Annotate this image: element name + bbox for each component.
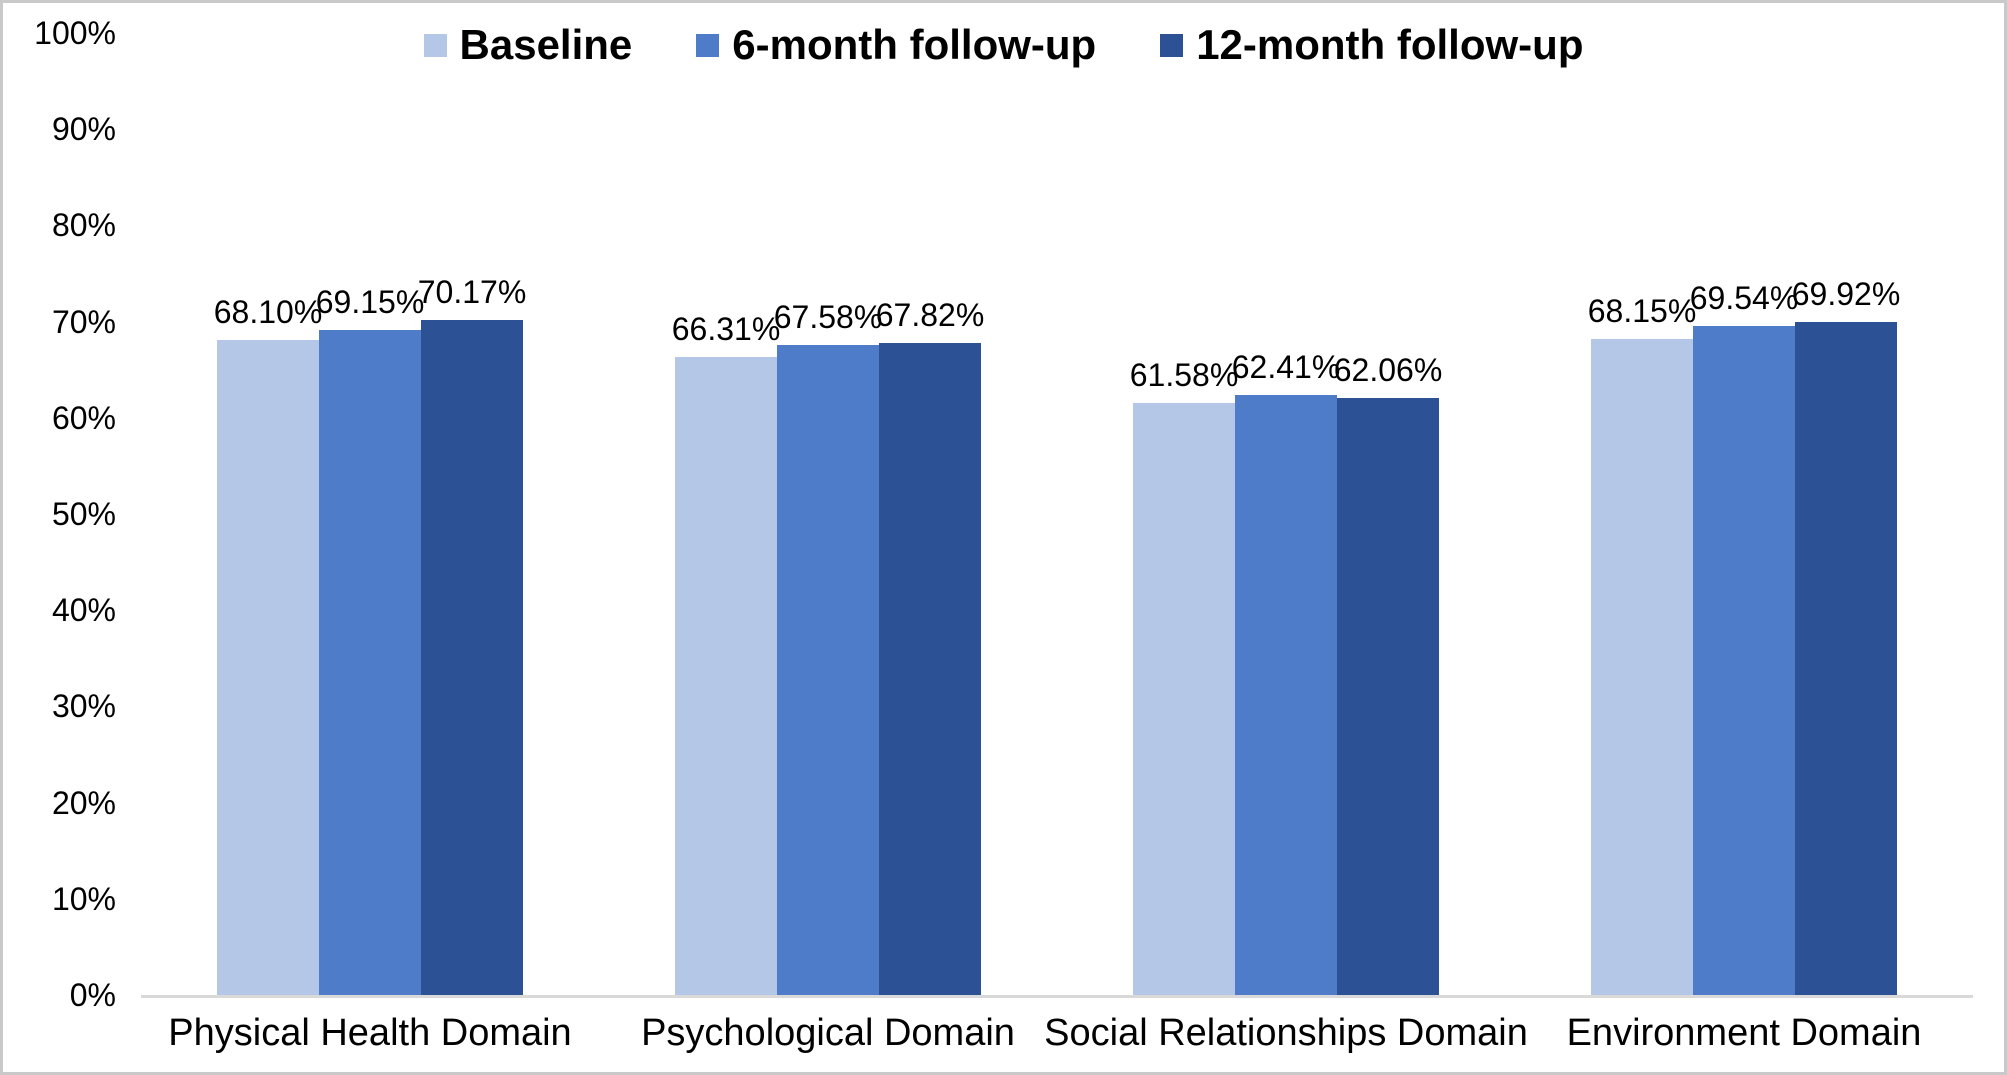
bar-value-label: 68.10% <box>213 293 323 330</box>
y-axis-tick-label: 20% <box>51 784 116 821</box>
chart-legend: Baseline 6-month follow-up 12-month follow… <box>3 15 2004 75</box>
y-axis-tick-label: 50% <box>51 496 116 532</box>
bar-value-label: 62.41% <box>1231 348 1341 385</box>
legend-label: 6-month follow-up <box>732 21 1097 68</box>
y-axis-tick-label: 70% <box>51 303 116 340</box>
bar-6-month-follow-up-cat1 <box>319 329 421 995</box>
legend-label: Baseline <box>459 21 633 68</box>
legend-item-2: 6-month follow-up <box>696 24 1096 66</box>
bar-value-label: 70.17% <box>417 273 527 310</box>
bar-6-month-follow-up-cat2 <box>777 344 879 995</box>
x-axis-line <box>141 995 1973 998</box>
y-axis-tick-label: 30% <box>51 688 116 725</box>
legend-swatch-icon <box>696 33 720 57</box>
legend-label: 12-month follow-up <box>1196 21 1584 68</box>
bar-value-label: 68.15% <box>1587 293 1697 330</box>
x-axis-category-label: Physical Health Domain <box>168 1012 572 1054</box>
bar-12-month-follow-up-cat3 <box>1337 397 1439 995</box>
legend-swatch-icon <box>423 33 447 57</box>
bar-12-month-follow-up-cat2 <box>879 342 981 995</box>
y-axis-tick-label: 100% <box>34 15 116 51</box>
y-axis-tick-label: 0% <box>69 977 116 1013</box>
bar-value-label: 67.82% <box>875 296 985 333</box>
legend-item-3: 12-month follow-up <box>1160 24 1583 66</box>
bar-12-month-follow-up-cat1 <box>421 319 523 995</box>
y-axis-tick-label: 80% <box>51 207 116 244</box>
bar-value-label: 67.58% <box>773 298 883 335</box>
legend-swatch-icon <box>1160 33 1184 57</box>
legend-item-1: Baseline <box>423 21 633 68</box>
y-axis-tick-label: 60% <box>51 399 116 436</box>
x-axis-category-label: Environment Domain <box>1566 1012 1922 1054</box>
bar-baseline-cat4 <box>1591 339 1693 995</box>
bar-value-label: 61.58% <box>1129 356 1239 393</box>
x-axis-category-label: Psychological Domain <box>641 1012 1015 1054</box>
y-axis-tick-label: 10% <box>51 880 116 917</box>
bar-baseline-cat3 <box>1133 402 1235 995</box>
bar-value-label: 69.92% <box>1791 276 1901 313</box>
bar-baseline-cat2 <box>675 357 777 995</box>
y-axis-tick-label: 90% <box>51 111 116 148</box>
bar-baseline-cat1 <box>217 339 319 995</box>
plot-area: 0% 10% 20% 30% 40% 50% 60% 70% 80% 90% 100% 68.10% 6… <box>3 3 2004 1072</box>
y-axis-tick-label: 40% <box>51 592 116 629</box>
bar-value-label: 62.06% <box>1333 351 1443 388</box>
bar-12-month-follow-up-cat4 <box>1795 322 1897 995</box>
bar-value-label: 69.54% <box>1689 280 1799 317</box>
bar-6-month-follow-up-cat4 <box>1693 326 1795 995</box>
bar-6-month-follow-up-cat3 <box>1235 394 1337 995</box>
bar-value-label: 66.31% <box>671 311 781 348</box>
bar-value-label: 69.15% <box>315 283 425 320</box>
x-axis-category-label: Social Relationships Domain <box>1044 1012 1528 1054</box>
